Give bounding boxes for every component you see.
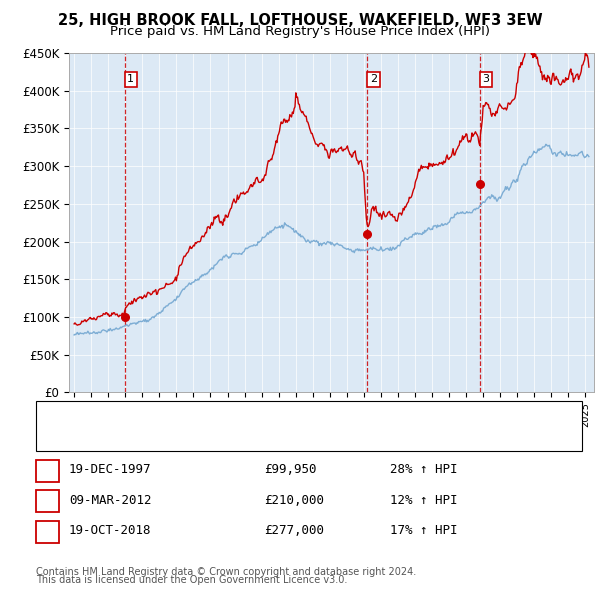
Text: £210,000: £210,000 bbox=[264, 494, 324, 507]
Text: 1: 1 bbox=[127, 74, 134, 84]
Text: 2: 2 bbox=[370, 74, 377, 84]
Text: £277,000: £277,000 bbox=[264, 525, 324, 537]
Text: 25, HIGH BROOK FALL, LOFTHOUSE, WAKEFIELD, WF3 3EW: 25, HIGH BROOK FALL, LOFTHOUSE, WAKEFIEL… bbox=[58, 13, 542, 28]
Text: 3: 3 bbox=[482, 74, 490, 84]
Text: 1: 1 bbox=[43, 463, 52, 476]
Text: 12% ↑ HPI: 12% ↑ HPI bbox=[390, 494, 458, 507]
Text: 09-MAR-2012: 09-MAR-2012 bbox=[69, 494, 151, 507]
Text: —: — bbox=[48, 429, 66, 447]
Text: —: — bbox=[48, 406, 66, 424]
Text: 19-OCT-2018: 19-OCT-2018 bbox=[69, 525, 151, 537]
Text: Contains HM Land Registry data © Crown copyright and database right 2024.: Contains HM Land Registry data © Crown c… bbox=[36, 567, 416, 577]
Text: HPI: Average price, detached house, Wakefield: HPI: Average price, detached house, Wake… bbox=[69, 433, 313, 443]
Text: 25, HIGH BROOK FALL, LOFTHOUSE, WAKEFIELD, WF3 3EW (detached house): 25, HIGH BROOK FALL, LOFTHOUSE, WAKEFIEL… bbox=[69, 409, 469, 419]
Text: 3: 3 bbox=[43, 525, 52, 537]
Text: 28% ↑ HPI: 28% ↑ HPI bbox=[390, 463, 458, 476]
Text: 17% ↑ HPI: 17% ↑ HPI bbox=[390, 525, 458, 537]
Text: Price paid vs. HM Land Registry's House Price Index (HPI): Price paid vs. HM Land Registry's House … bbox=[110, 25, 490, 38]
Text: £99,950: £99,950 bbox=[264, 463, 317, 476]
Text: 2: 2 bbox=[43, 494, 52, 507]
Text: This data is licensed under the Open Government Licence v3.0.: This data is licensed under the Open Gov… bbox=[36, 575, 347, 585]
Text: 19-DEC-1997: 19-DEC-1997 bbox=[69, 463, 151, 476]
